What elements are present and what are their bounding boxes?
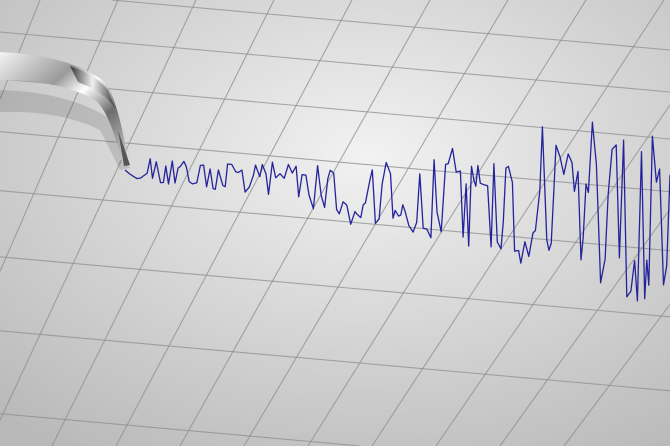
grid-line-vertical	[371, 0, 665, 446]
needle-arm	[0, 52, 130, 170]
grid-line-vertical	[179, 0, 431, 446]
seismic-trace	[124, 121, 670, 302]
grid-line-horizontal	[0, 131, 670, 193]
grid-line-vertical	[0, 0, 197, 421]
grid-line-horizontal	[0, 413, 361, 446]
grid-line-horizontal	[111, 0, 670, 51]
grid-line-horizontal	[0, 78, 670, 140]
grid-line-vertical	[307, 0, 587, 446]
needle-tip	[118, 130, 130, 166]
grid-line-horizontal	[0, 31, 670, 93]
grid-line-horizontal	[0, 256, 670, 318]
grid-line-vertical	[0, 0, 119, 272]
grid-line-vertical	[115, 0, 353, 446]
needle-shadow	[0, 90, 130, 170]
grid-line-vertical	[563, 304, 670, 446]
grid-line-horizontal	[0, 190, 670, 252]
needle-edge	[70, 66, 115, 108]
grid-line-vertical	[51, 0, 275, 446]
grid-line-vertical	[0, 0, 41, 100]
grid-line-vertical	[435, 104, 670, 446]
grid-line-horizontal	[0, 330, 670, 392]
